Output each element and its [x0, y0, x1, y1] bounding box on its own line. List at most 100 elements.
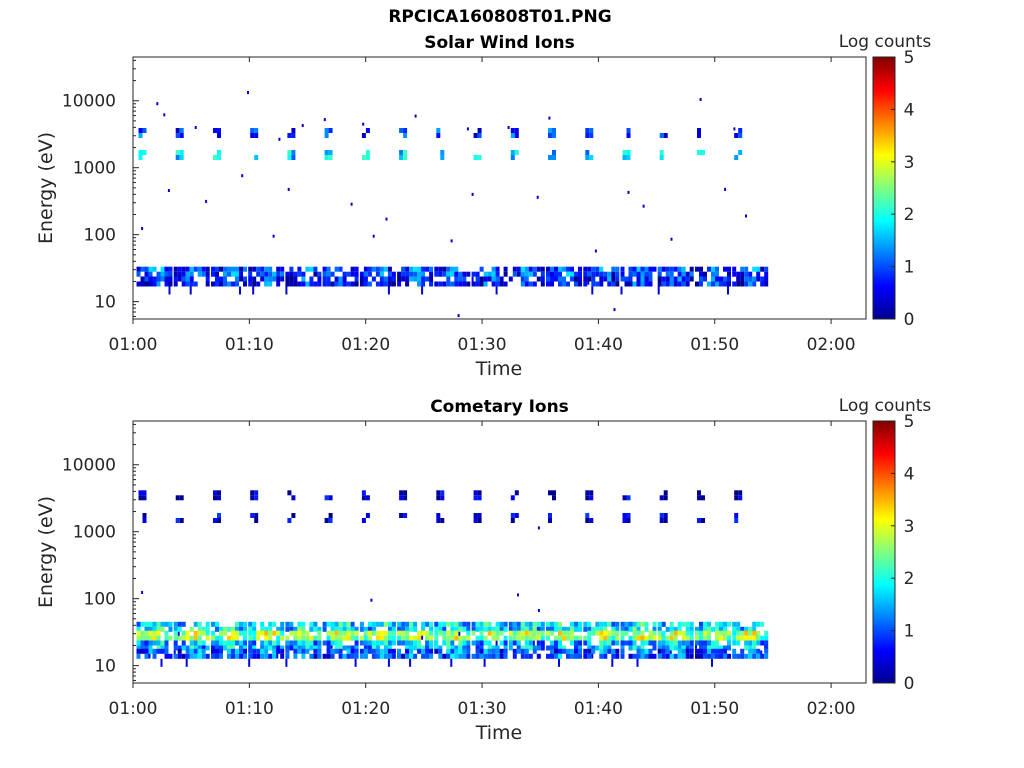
heatmap-cell — [510, 133, 515, 138]
heatmap-cell — [409, 271, 414, 277]
heatmap-cell — [287, 133, 292, 138]
heatmap-cell — [223, 640, 227, 646]
heatmap-cell — [471, 626, 476, 632]
heatmap-cell — [657, 271, 662, 277]
heatmap-cell — [338, 645, 343, 651]
heatmap-cell — [363, 635, 368, 641]
heatmap-cell — [479, 640, 484, 646]
heatmap-cell — [744, 266, 749, 272]
heatmap-cell — [179, 155, 184, 160]
scatter-point — [370, 598, 373, 602]
heatmap-cell — [615, 266, 620, 272]
heatmap-cell — [659, 495, 664, 501]
heatmap-cell — [179, 128, 184, 133]
heatmap-cell — [483, 281, 488, 287]
heatmap-cell — [438, 266, 443, 272]
heatmap-cell — [260, 653, 265, 659]
heatmap-cell — [532, 630, 537, 636]
heatmap-cell — [719, 276, 723, 282]
heatmap-cell — [611, 648, 616, 654]
heatmap-cell — [536, 621, 541, 627]
heatmap-cell — [387, 626, 392, 632]
heatmap-cell — [201, 640, 206, 646]
heatmap-cell — [491, 653, 496, 659]
heatmap-cell — [297, 630, 302, 636]
heatmap-cell — [301, 271, 306, 277]
colorbar-tick-label: 1 — [904, 622, 915, 642]
heatmap-cell — [227, 271, 231, 277]
heatmap-cell — [591, 648, 596, 654]
heatmap-cell — [291, 495, 296, 501]
heatmap-cell — [516, 635, 521, 641]
heatmap-cell — [640, 635, 645, 641]
y-tick-label: 1000 — [73, 523, 116, 543]
heatmap-cell — [177, 635, 182, 641]
heatmap-cell — [585, 513, 590, 518]
heatmap-cell — [425, 266, 430, 272]
heatmap-cell — [144, 648, 149, 654]
heatmap-cell — [421, 630, 426, 636]
heatmap-cell — [644, 648, 649, 654]
heatmap-cell — [346, 645, 351, 651]
heatmap-cell — [615, 635, 620, 641]
heatmap-cell — [248, 281, 253, 287]
heatmap-cell — [719, 630, 723, 636]
scatter-point — [517, 593, 519, 597]
heatmap-cell — [215, 645, 219, 651]
heatmap-cell — [148, 621, 153, 627]
heatmap-cell — [681, 281, 686, 287]
heatmap-cell — [276, 650, 279, 659]
heatmap-cell — [421, 266, 426, 272]
heatmap-cell — [570, 626, 574, 632]
heatmap-cell — [367, 645, 372, 651]
heatmap-cell — [354, 626, 359, 632]
heatmap-cell — [599, 281, 604, 287]
heatmap-cell — [268, 281, 273, 287]
scatter-point — [167, 189, 170, 192]
heatmap-cell — [657, 653, 662, 659]
heatmap-cell — [140, 276, 145, 282]
heatmap-cell — [487, 276, 492, 282]
heatmap-cell — [276, 645, 281, 651]
heatmap-cell — [479, 266, 484, 272]
heatmap-cell — [491, 630, 496, 636]
heatmap-cell — [736, 635, 741, 641]
heatmap-cell — [699, 266, 703, 272]
heatmap-cell — [491, 635, 496, 641]
heatmap-cell — [546, 281, 550, 287]
heatmap-cell — [697, 495, 701, 501]
heatmap-cell — [540, 281, 545, 287]
heatmap-cell — [732, 635, 737, 641]
heatmap-cell — [185, 645, 190, 651]
heatmap-cell — [744, 271, 749, 277]
heatmap-cell — [417, 645, 422, 651]
heatmap-cell — [342, 276, 347, 282]
heatmap-cell — [628, 271, 633, 277]
heatmap-cell — [289, 276, 294, 282]
heatmap-cell — [516, 621, 521, 627]
heatmap-cell — [661, 621, 666, 627]
heatmap-cell — [540, 266, 545, 272]
heatmap-cell — [475, 645, 480, 651]
heatmap-cell — [552, 155, 556, 160]
heatmap-cell — [450, 635, 455, 641]
scatter-point — [745, 214, 747, 218]
heatmap-cell — [644, 635, 649, 641]
heatmap-cell — [603, 630, 608, 636]
heatmap-cell — [168, 626, 173, 632]
heatmap-cell — [562, 281, 566, 287]
heatmap-cell — [417, 281, 422, 287]
heatmap-cell — [338, 266, 343, 272]
heatmap-cell — [140, 648, 145, 654]
heatmap-cell — [578, 640, 582, 646]
heatmap-cell — [558, 271, 562, 277]
heatmap-cell — [173, 621, 178, 627]
heatmap-cell — [677, 621, 682, 627]
heatmap-cell — [235, 276, 239, 282]
heatmap-cell — [752, 276, 757, 282]
heatmap-cell — [156, 281, 161, 287]
heatmap-cell — [181, 630, 186, 636]
heatmap-cell — [438, 626, 443, 632]
